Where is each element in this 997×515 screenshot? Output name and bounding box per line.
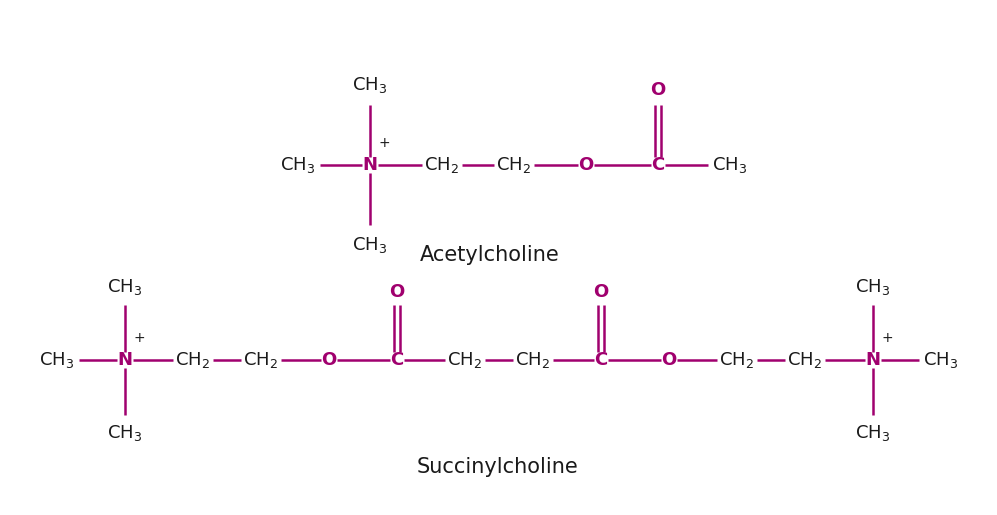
Text: $\mathregular{CH_2}$: $\mathregular{CH_2}$ <box>515 350 550 370</box>
Text: O: O <box>390 283 405 301</box>
Text: $\mathregular{CH_2}$: $\mathregular{CH_2}$ <box>175 350 210 370</box>
Text: N: N <box>363 156 378 174</box>
Text: O: O <box>593 283 608 301</box>
Text: $\mathregular{CH_2}$: $\mathregular{CH_2}$ <box>425 155 460 175</box>
Text: +: + <box>378 136 390 150</box>
Text: +: + <box>134 331 145 345</box>
Text: C: C <box>651 156 665 174</box>
Text: C: C <box>594 351 607 369</box>
Text: O: O <box>578 156 593 174</box>
Text: O: O <box>661 351 677 369</box>
Text: N: N <box>118 351 133 369</box>
Text: O: O <box>650 81 666 99</box>
Text: $\mathregular{CH_2}$: $\mathregular{CH_2}$ <box>788 350 823 370</box>
Text: $\mathregular{CH_3}$: $\mathregular{CH_3}$ <box>923 350 959 370</box>
Text: N: N <box>865 351 880 369</box>
Text: O: O <box>321 351 337 369</box>
Text: $\mathregular{CH_2}$: $\mathregular{CH_2}$ <box>448 350 483 370</box>
Text: Succinylcholine: Succinylcholine <box>416 457 578 477</box>
Text: $\mathregular{CH_3}$: $\mathregular{CH_3}$ <box>855 423 890 443</box>
Text: $\mathregular{CH_3}$: $\mathregular{CH_3}$ <box>352 75 388 95</box>
Text: C: C <box>391 351 404 369</box>
Text: Acetylcholine: Acetylcholine <box>420 245 560 265</box>
Text: $\mathregular{CH_3}$: $\mathregular{CH_3}$ <box>108 423 143 443</box>
Text: $\mathregular{CH_3}$: $\mathregular{CH_3}$ <box>108 277 143 297</box>
Text: $\mathregular{CH_3}$: $\mathregular{CH_3}$ <box>352 235 388 255</box>
Text: $\mathregular{CH_3}$: $\mathregular{CH_3}$ <box>40 350 75 370</box>
Text: $\mathregular{CH_3}$: $\mathregular{CH_3}$ <box>280 155 316 175</box>
Text: $\mathregular{CH_2}$: $\mathregular{CH_2}$ <box>497 155 531 175</box>
Text: $\mathregular{CH_3}$: $\mathregular{CH_3}$ <box>855 277 890 297</box>
Text: $\mathregular{CH_3}$: $\mathregular{CH_3}$ <box>713 155 748 175</box>
Text: $\mathregular{CH_2}$: $\mathregular{CH_2}$ <box>243 350 278 370</box>
Text: $\mathregular{CH_2}$: $\mathregular{CH_2}$ <box>720 350 755 370</box>
Text: +: + <box>881 331 892 345</box>
